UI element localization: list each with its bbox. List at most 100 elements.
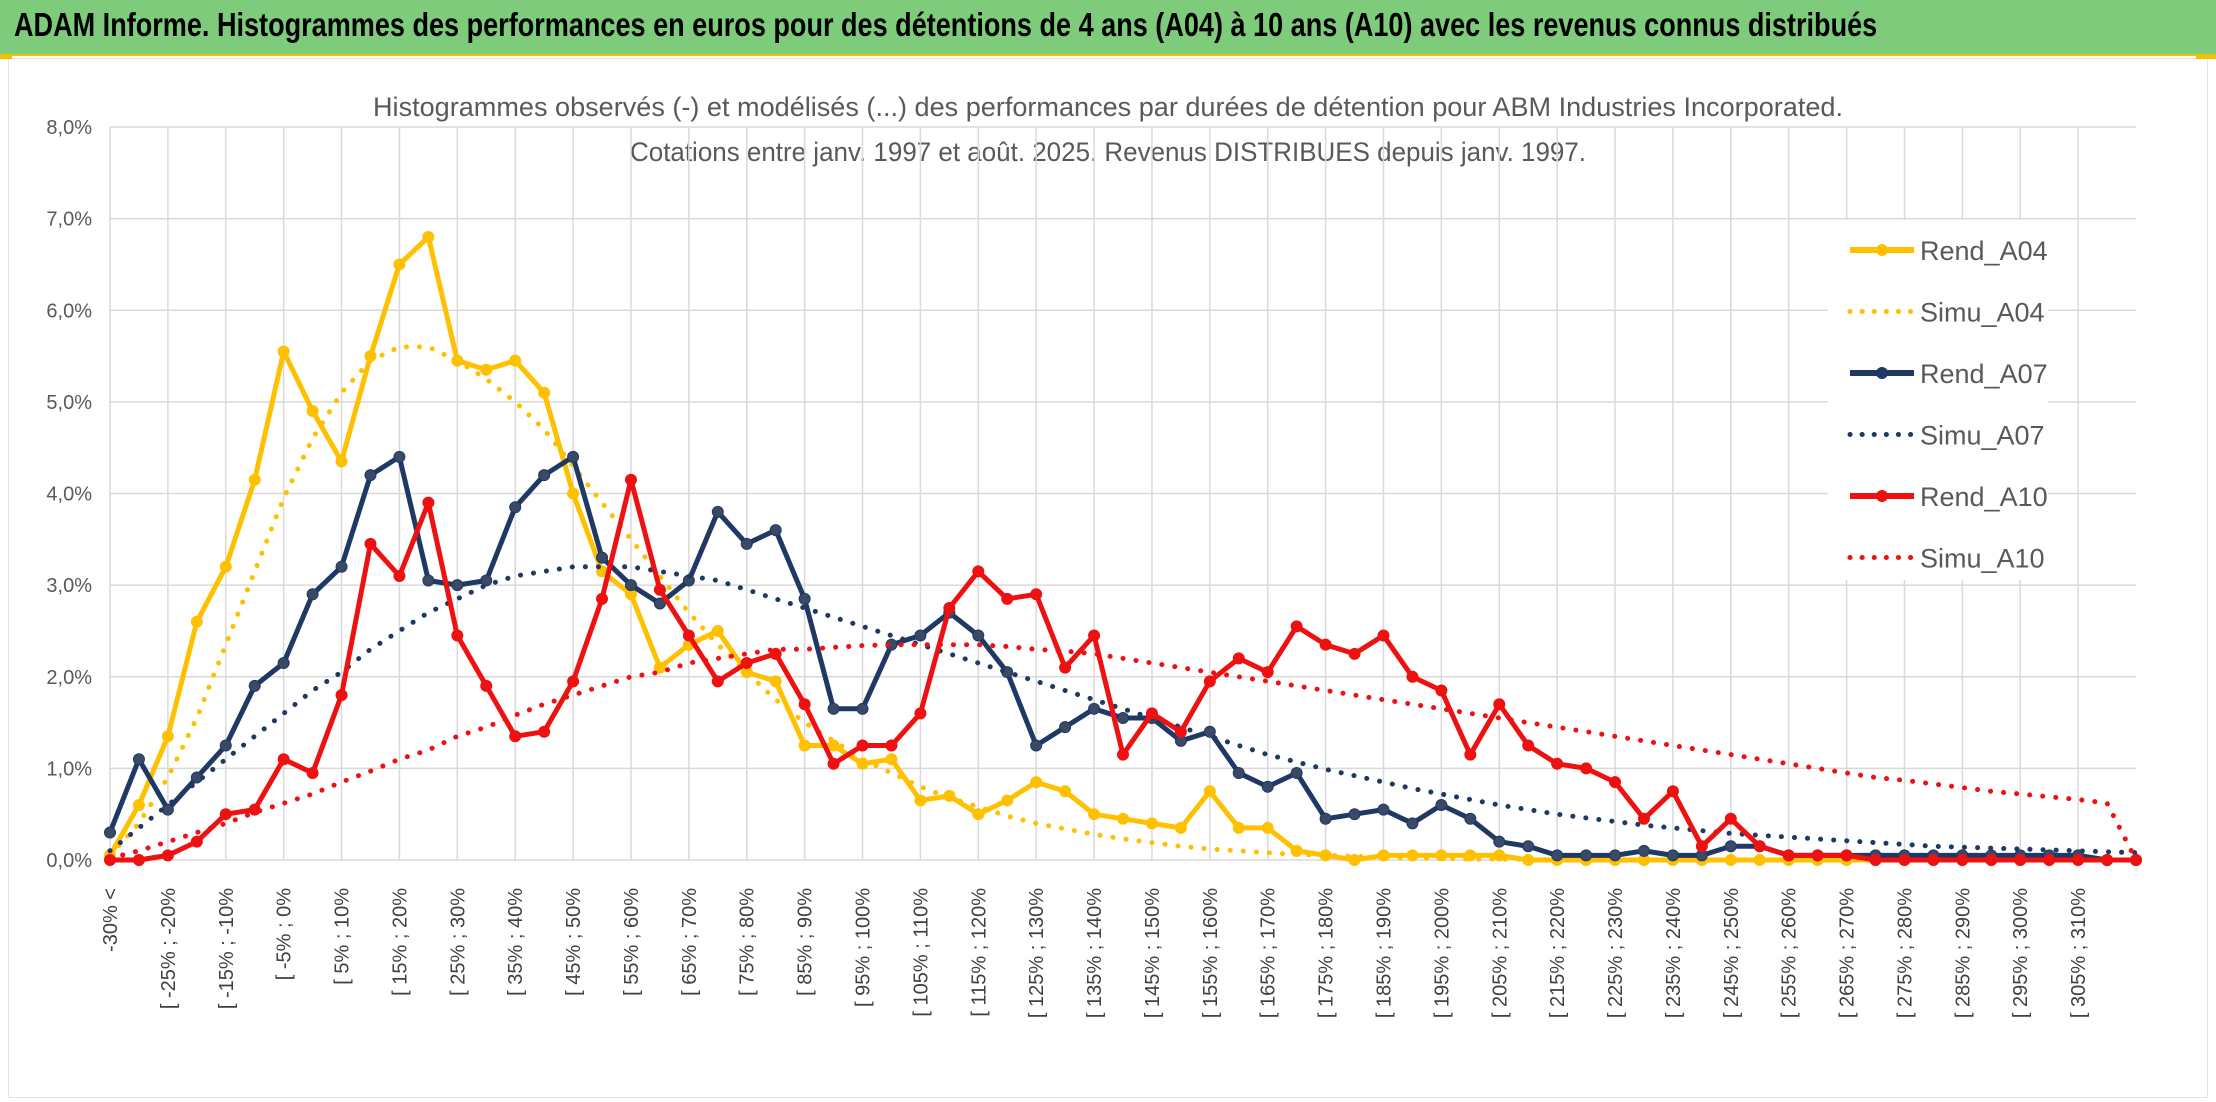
data-point <box>1493 849 1506 862</box>
data-point <box>219 808 232 821</box>
data-point <box>161 803 174 816</box>
data-point <box>1117 812 1129 825</box>
data-point <box>914 629 927 642</box>
data-point <box>1493 698 1506 711</box>
data-point <box>827 757 840 770</box>
legend-label: Simu_A10 <box>1920 544 2045 574</box>
data-point <box>306 588 319 601</box>
data-point <box>1724 840 1737 853</box>
data-point <box>1001 592 1014 605</box>
data-point <box>1088 702 1101 715</box>
data-point <box>1232 652 1245 665</box>
data-point <box>1435 684 1448 697</box>
data-point <box>1174 821 1187 834</box>
x-tick-label: [ 45% ; 50% <box>563 888 585 996</box>
data-point <box>624 473 637 486</box>
data-point <box>1232 821 1245 834</box>
y-tick-label: 7,0% <box>46 209 92 231</box>
data-point <box>1348 854 1361 866</box>
x-tick-label: [ -25% ; -20% <box>158 888 180 1009</box>
data-point <box>827 739 840 752</box>
y-tick-label: 3,0% <box>46 575 92 597</box>
data-point <box>798 739 811 752</box>
x-tick-label: [ 295% ; 300% <box>2010 888 2032 1018</box>
y-tick-label: 0,0% <box>46 850 92 872</box>
x-axis-ticks: -30% < [ -25% ; -20% [ -15% ; -10% [ -5% ; … <box>100 888 2090 1018</box>
data-point <box>1580 849 1593 862</box>
data-point <box>1001 794 1014 807</box>
data-point <box>1319 812 1332 825</box>
corner-accent-left <box>0 56 12 59</box>
data-point <box>219 739 232 752</box>
data-point <box>1174 725 1187 738</box>
data-point <box>1985 854 1998 866</box>
data-point <box>1406 817 1419 830</box>
data-point <box>422 496 435 509</box>
x-tick-label: [ 115% ; 120% <box>968 888 990 1017</box>
data-point <box>422 230 435 243</box>
x-tick-label: [ 285% ; 290% <box>1952 888 1974 1018</box>
x-tick-label: [ 185% ; 190% <box>1373 888 1395 1018</box>
x-tick-label: [ 145% ; 150% <box>1142 888 1164 1018</box>
data-point <box>1898 854 1911 866</box>
data-point <box>682 629 695 642</box>
data-point <box>1724 812 1737 825</box>
data-point <box>885 739 898 752</box>
x-tick-label: [ 95% ; 100% <box>853 888 875 1007</box>
x-tick-label: [ 155% ; 160% <box>1200 888 1222 1018</box>
data-point <box>219 560 232 573</box>
data-point <box>364 537 377 550</box>
data-point <box>1464 748 1477 761</box>
x-tick-label: [ 15% ; 20% <box>389 888 411 996</box>
data-point <box>1290 620 1303 633</box>
x-tick-label: [ 35% ; 40% <box>505 888 527 996</box>
x-tick-label: [ 65% ; 70% <box>679 888 701 996</box>
data-point <box>1203 675 1216 688</box>
data-point <box>422 574 435 587</box>
series-line <box>107 642 2139 863</box>
data-point <box>1059 785 1072 798</box>
x-tick-label: [ 195% ; 200% <box>1431 888 1453 1018</box>
data-point <box>1261 780 1274 793</box>
data-point <box>856 739 869 752</box>
x-tick-label: [ -15% ; -10% <box>216 888 238 1009</box>
data-point <box>1551 849 1564 862</box>
data-point <box>1261 666 1274 679</box>
data-point <box>711 505 724 518</box>
chart-title-line2: Cotations entre janv. 1997 et août. 2025… <box>630 137 1586 167</box>
data-point <box>1145 817 1158 830</box>
data-point <box>1753 840 1766 853</box>
data-point <box>653 583 666 596</box>
x-tick-label: [ 265% ; 270% <box>1837 888 1859 1018</box>
data-point <box>393 569 406 582</box>
data-point <box>1522 840 1535 853</box>
data-point <box>1840 849 1853 862</box>
x-tick-label: [ 25% ; 30% <box>447 888 469 996</box>
chart-title-line1: Histogrammes observés (-) et modélisés (… <box>373 92 1843 122</box>
data-point <box>711 675 724 688</box>
report-banner: ADAM Informe. Histogrammes des performan… <box>0 0 2216 56</box>
data-point <box>624 579 637 592</box>
data-point <box>567 675 580 688</box>
data-point <box>190 615 203 628</box>
y-tick-label: 1,0% <box>46 758 92 780</box>
data-point <box>798 698 811 711</box>
data-point <box>480 679 493 692</box>
data-point <box>856 702 869 715</box>
data-point <box>277 657 290 670</box>
data-point <box>2072 854 2085 866</box>
data-point <box>711 624 724 637</box>
data-point <box>1059 661 1072 674</box>
data-point <box>277 345 290 358</box>
data-point <box>1464 812 1477 825</box>
x-tick-label: [ -5% ; 0% <box>274 888 296 980</box>
data-point <box>248 473 261 486</box>
x-tick-label: [ 165% ; 170% <box>1258 888 1280 1018</box>
data-point <box>653 661 666 674</box>
x-tick-label: [ 235% ; 240% <box>1663 888 1685 1018</box>
data-point <box>769 647 782 660</box>
x-tick-label: [ 245% ; 250% <box>1721 888 1743 1018</box>
data-point <box>1232 766 1245 779</box>
data-point <box>1522 739 1535 752</box>
